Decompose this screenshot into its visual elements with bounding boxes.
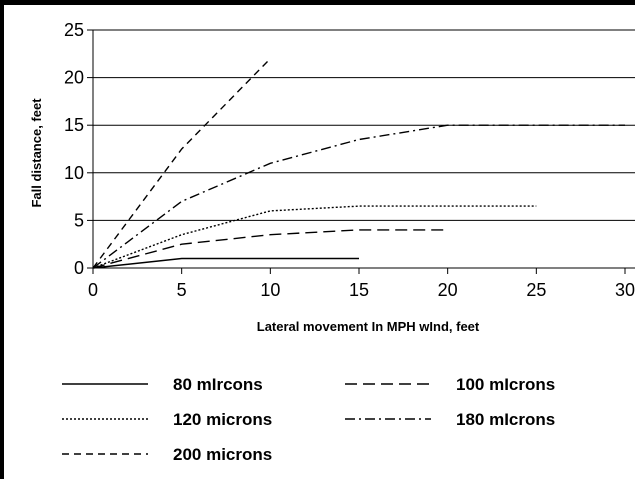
gridlines: [93, 29, 635, 221]
y-tick-label: 25: [64, 20, 84, 40]
y-tick-label: 15: [64, 115, 84, 135]
legend: 80 mIrcons 100 mIcrons 120 microns 180 mIcr…: [62, 375, 555, 464]
legend-label: 100 mIcrons: [456, 375, 555, 394]
series-line: [92, 257, 359, 269]
series-lines: [92, 58, 625, 269]
y-tick-label: 20: [64, 68, 84, 88]
y-tick-label: 0: [74, 258, 84, 278]
axes: [87, 29, 635, 274]
legend-label: 120 microns: [173, 410, 272, 429]
x-tick-label: 0: [88, 280, 98, 300]
x-tick-label: 30: [615, 280, 635, 300]
y-axis-label: Fall distance, feet: [29, 98, 44, 208]
tick-labels: 0 5 10 15 20 25 0 5 10 15 20 25 30: [64, 20, 635, 300]
x-tick-label: 20: [438, 280, 458, 300]
x-tick-label: 25: [526, 280, 546, 300]
legend-label: 180 mIcrons: [456, 410, 555, 429]
legend-label: 200 microns: [173, 445, 272, 464]
series-line: [92, 229, 448, 269]
x-tick-label: 15: [349, 280, 369, 300]
series-line: [92, 58, 271, 269]
x-axis-label: Lateral movement In MPH wInd, feet: [257, 319, 480, 334]
x-tick-label: 5: [177, 280, 187, 300]
x-tick-label: 10: [260, 280, 280, 300]
y-tick-label: 10: [64, 163, 84, 183]
legend-label: 80 mIrcons: [173, 375, 263, 394]
y-tick-label: 5: [74, 210, 84, 230]
